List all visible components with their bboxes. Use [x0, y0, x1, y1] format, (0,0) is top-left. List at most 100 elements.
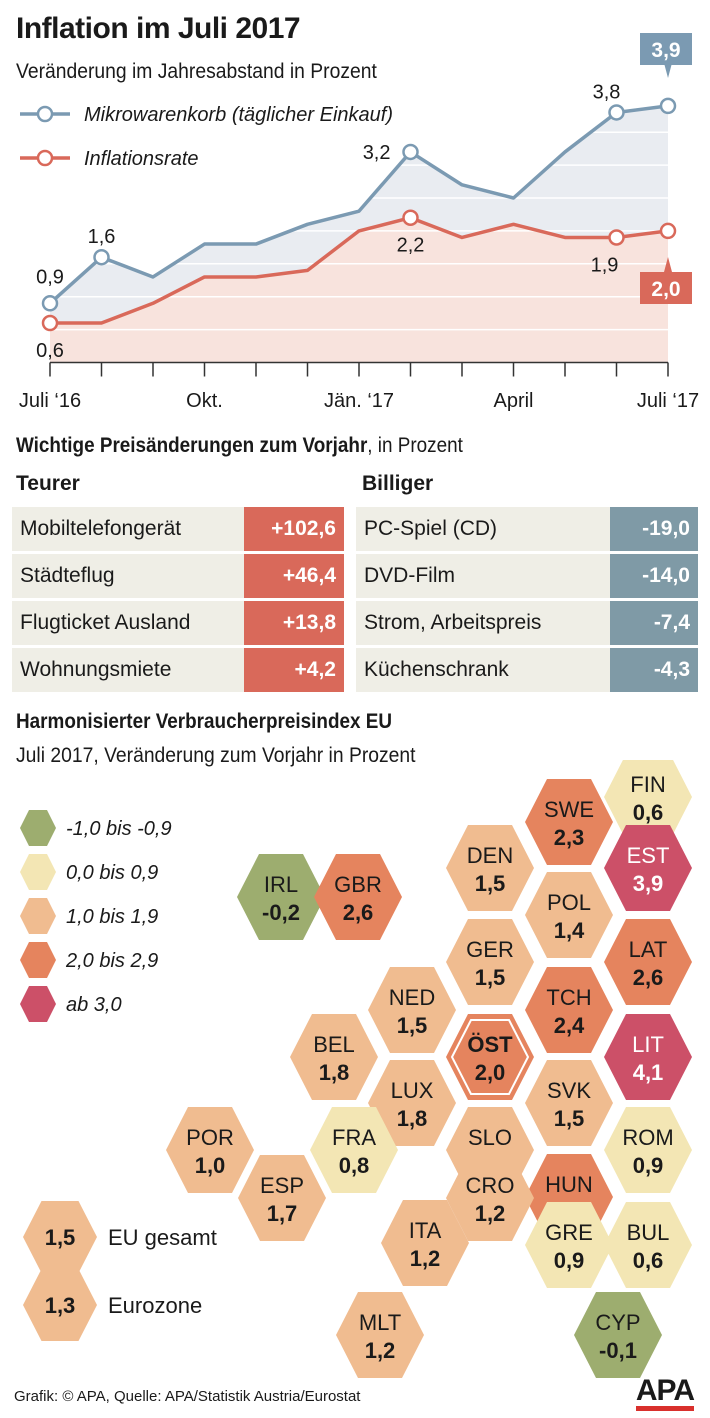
- country-code: BEL: [313, 1032, 355, 1057]
- total-hex: [23, 1201, 97, 1273]
- hex-shape: [604, 1107, 692, 1193]
- callout-pointer: [664, 63, 672, 78]
- hex-shape: [525, 872, 613, 958]
- data-point: [402, 143, 419, 161]
- legend-swatch: [20, 854, 56, 890]
- legend-marker: [36, 105, 54, 123]
- country-hex-TCH: TCH 2,4: [525, 967, 613, 1053]
- legend-swatch: [20, 898, 56, 934]
- hex-shape: [604, 919, 692, 1005]
- hex-shape: [237, 854, 325, 940]
- country-hex-ITA: ITA 1,2: [381, 1200, 469, 1286]
- country-hex-NED: NED 1,5: [368, 967, 456, 1053]
- country-hex-LUX: LUX 1,8: [368, 1060, 456, 1146]
- price-item-label: DVD-Film: [364, 564, 455, 587]
- legend-swatch: [20, 942, 56, 978]
- country-hex-BUL: BUL 0,6: [604, 1202, 692, 1288]
- country-hex-FIN: FIN 0,6: [604, 760, 692, 840]
- x-tick-label: April: [493, 390, 533, 412]
- country-value: 1,2: [475, 1201, 506, 1226]
- x-tick-label: Juli ‘16: [19, 390, 81, 412]
- price-row: Strom, Arbeitspreis -7,4: [356, 601, 698, 645]
- series-area-1: [50, 217, 668, 363]
- callout-label: 3,9: [651, 39, 680, 62]
- country-value: 1,5: [397, 1013, 428, 1038]
- eu-subtitle: Juli 2017, Veränderung zum Vorjahr in Pr…: [16, 744, 416, 767]
- x-tick-label: Juli ‘17: [637, 390, 699, 412]
- country-value: 1,7: [267, 1201, 298, 1226]
- country-value: 1,5: [475, 965, 506, 990]
- country-value: 2,3: [554, 825, 585, 850]
- data-point: [93, 248, 110, 266]
- hex-shape: [310, 1107, 398, 1193]
- country-value: 0,6: [633, 1248, 664, 1273]
- legend-label: 0,0 bis 0,9: [66, 862, 158, 884]
- teurer-heading: Teurer: [16, 472, 80, 495]
- highlight-outline: [450, 1019, 530, 1095]
- price-row: Wohnungsmiete +4,2: [12, 648, 344, 692]
- hex-shape: [574, 1292, 662, 1378]
- price-change-value: -7,4: [610, 601, 698, 645]
- price-change-value: +46,4: [244, 554, 344, 598]
- page-subtitle: Veränderung im Jahresabstand in Prozent: [16, 60, 377, 83]
- country-value: 0,6: [633, 800, 664, 825]
- data-point: [608, 104, 625, 121]
- price-item-label: Wohnungsmiete: [20, 658, 172, 681]
- country-code: ESP: [260, 1173, 304, 1198]
- country-hex-FRA: FRA 0,8: [310, 1107, 398, 1193]
- line-chart: Juli ‘16 Okt. Jän. ‘17 April Juli ‘17 0,9 1,6 3…: [19, 33, 699, 412]
- legend-label: 2,0 bis 2,9: [65, 950, 158, 972]
- price-item-label: Strom, Arbeitspreis: [364, 611, 542, 634]
- country-value: -0,1: [599, 1338, 637, 1363]
- country-value: 2,4: [554, 1013, 585, 1038]
- hex-shape: [336, 1292, 424, 1378]
- country-value: 2,6: [343, 900, 374, 925]
- total-value: 1,3: [45, 1293, 76, 1318]
- hex-shape: [604, 760, 692, 840]
- prices-title: Wichtige Preisänderungen zum Vorjahr, in…: [16, 434, 463, 458]
- legend-swatch: [20, 810, 56, 846]
- total-value: 1,5: [45, 1225, 76, 1250]
- country-hex-CRO: CRO 1,2: [446, 1155, 534, 1241]
- callout-label: 2,0: [651, 278, 680, 301]
- country-value: 2,0: [475, 1060, 506, 1085]
- country-value: 2,6: [633, 965, 664, 990]
- hex-shape: [290, 1014, 378, 1100]
- callout-pointer: [664, 257, 672, 272]
- prices-title-bold: Wichtige Preisänderungen zum Vorjahr: [16, 434, 368, 457]
- price-row: DVD-Film -14,0: [356, 554, 698, 598]
- data-point: [608, 229, 625, 246]
- total-label: Eurozone: [108, 1293, 202, 1318]
- eu-title: Harmonisierter Verbraucherpreisindex EU: [16, 710, 393, 733]
- series-line-1: [50, 215, 669, 325]
- country-code: GRE: [545, 1220, 593, 1245]
- country-value: 1,2: [365, 1338, 396, 1363]
- country-code: POR: [186, 1125, 234, 1150]
- x-tick-label: Okt.: [186, 390, 223, 412]
- country-hex-SWE: SWE 2,3: [525, 779, 613, 865]
- country-hex-LAT: LAT 2,6: [604, 919, 692, 1005]
- country-value: 1,5: [554, 1106, 585, 1131]
- country-code: CYP: [595, 1310, 640, 1335]
- price-change-value: +4,2: [244, 648, 344, 692]
- country-value: 1,4: [554, 918, 585, 943]
- country-code: NED: [389, 985, 435, 1010]
- data-point: [659, 97, 677, 115]
- legend-swatch: [20, 986, 56, 1022]
- country-code: CRO: [466, 1173, 515, 1198]
- data-label: 3,8: [593, 81, 621, 103]
- billiger-heading: Billiger: [362, 472, 434, 495]
- hex-shape: [604, 1014, 692, 1100]
- country-hex-EST: EST 3,9: [604, 825, 692, 911]
- price-change-value: -14,0: [610, 554, 698, 598]
- country-value: 1,8: [397, 1106, 428, 1131]
- hex-shape: [604, 1202, 692, 1288]
- price-row: Mobiltelefongerät +102,6: [12, 507, 344, 551]
- country-code: ÖST: [467, 1032, 513, 1057]
- country-hex-ÖST: ÖST 2,0: [446, 1014, 534, 1100]
- country-value: 4,1: [633, 1060, 664, 1085]
- country-code: POL: [547, 890, 591, 915]
- data-point: [41, 295, 59, 312]
- country-hex-LIT: LIT 4,1: [604, 1014, 692, 1100]
